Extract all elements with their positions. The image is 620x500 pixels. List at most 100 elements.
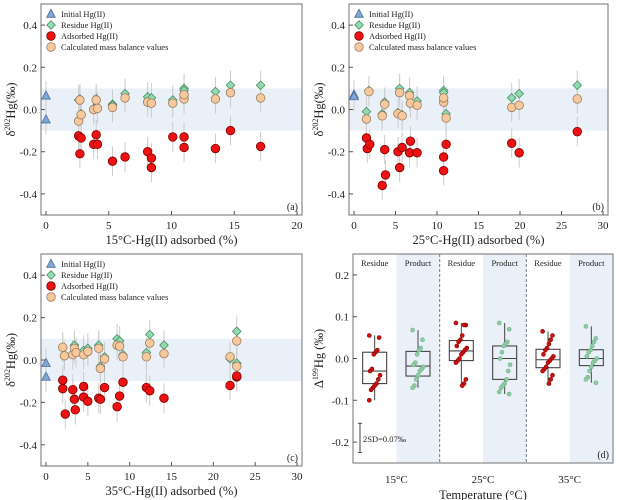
marker-calculated [255,93,266,103]
residue-point [548,337,554,342]
y-tick-label: 0.0 [23,355,37,367]
x-tick-label: 20 [208,471,220,483]
x-category-label: 25°C [472,474,495,486]
marker-adsorbed [412,148,422,158]
residue-point [540,368,545,374]
marker-calculated [438,93,449,103]
group-label: Product [491,258,518,268]
y-tick-label: -0.4 [20,189,38,201]
marker-calculated [91,95,101,105]
marker-adsorbed [380,144,390,155]
marker-adsorbed [68,384,78,395]
marker-calculated [75,95,85,105]
panel-c: -0.4 -0.2 0.0 0.2 0.4 0 5 10 15 20 25 30 35°C-Hg(II)… [3,253,303,498]
group-label: Residue [361,258,389,268]
y-tick-label: 0.2 [331,62,345,74]
product-point [507,362,513,368]
legend-label: Initial Hg(II) [369,9,413,19]
group-label: Product [405,258,432,268]
residue-point [366,333,372,338]
product-point [590,360,596,365]
residue-point [548,377,554,382]
x-category-label: 35°C [558,474,581,486]
product-point [498,385,504,391]
product-point [499,349,505,355]
product-point [501,343,507,349]
y-tick-label: 0.1 [335,312,349,324]
panel-label: (d) [597,450,609,461]
x-tick-label: 10 [432,220,444,232]
marker-residue [231,326,242,337]
residue-point [540,329,545,334]
legend-marker-residue [46,20,56,30]
product-point [591,339,597,345]
marker-calculated [58,342,68,352]
marker-calculated [99,354,110,364]
box [362,351,388,385]
marker-initial [41,90,51,100]
marker-residue [144,329,155,340]
x-tick-label: 10 [166,220,178,232]
marker-initial [41,371,51,381]
product-point [413,377,419,382]
legend-label: Calculated mass balance values [61,292,168,302]
panel-d: -0.2 -0.1 0.0 0.1 0.2 Residue Product Residue Pr… [311,253,614,500]
marker-adsorbed [225,125,236,136]
marker-adsorbed [69,394,80,404]
group-label: Residue [448,258,476,268]
marker-adsorbed [78,381,89,392]
marker-adsorbed [232,371,242,381]
marker-adsorbed [145,386,155,396]
x-category-label: 15°C [385,474,408,486]
legend-marker-calculated [354,42,364,52]
y-tick-label: 0.4 [23,20,37,32]
y-axis-label: δ202Hg(‰) [3,333,18,387]
uncertainty-band [349,88,608,131]
marker-adsorbed [441,139,451,150]
marker-calculated [146,98,157,108]
marker-calculated [364,86,374,97]
product-point [416,347,422,353]
marker-calculated [141,352,152,362]
legend-marker-residue [46,270,56,280]
panel-label: (c) [287,453,298,464]
marker-adsorbed [107,156,118,166]
x-tick-label: 25 [250,471,262,483]
y-tick-label: 0.4 [331,20,345,32]
marker-adsorbed [92,139,103,150]
residue-point [550,333,555,338]
residue-point [459,333,465,338]
y-tick-label: 0.2 [23,62,37,74]
residue-point [454,343,460,349]
marker-residue [255,80,266,91]
x-tick-label: 5 [106,220,112,232]
residue-point [463,377,469,382]
product-point [505,368,511,374]
marker-adsorbed [438,152,449,162]
marker-adsorbed [83,396,93,407]
y-tick-label: -0.1 [332,395,349,407]
marker-adsorbed [114,391,125,401]
marker-adsorbed [58,375,68,385]
x-tick-label: 0 [43,471,49,483]
legend-label: Residue Hg(II) [61,270,112,280]
marker-calculated [145,338,155,348]
legend-label: Adsorbed Hg(II) [369,31,426,41]
marker-adsorbed [118,377,128,387]
product-point [496,389,502,395]
marker-calculated [92,103,103,114]
marker-adsorbed [507,138,517,148]
residue-point [546,381,552,386]
x-tick-label: 0 [43,220,49,232]
product-point [593,380,599,386]
marker-adsorbed [179,142,189,153]
product-point [589,343,595,349]
product-point [497,356,503,361]
product-point [586,349,591,355]
marker-calculated [377,111,387,121]
marker-calculated [168,98,178,108]
marker-calculated [95,363,106,374]
legend-marker-calculated [46,292,56,302]
x-tick-label: 15 [166,471,178,483]
